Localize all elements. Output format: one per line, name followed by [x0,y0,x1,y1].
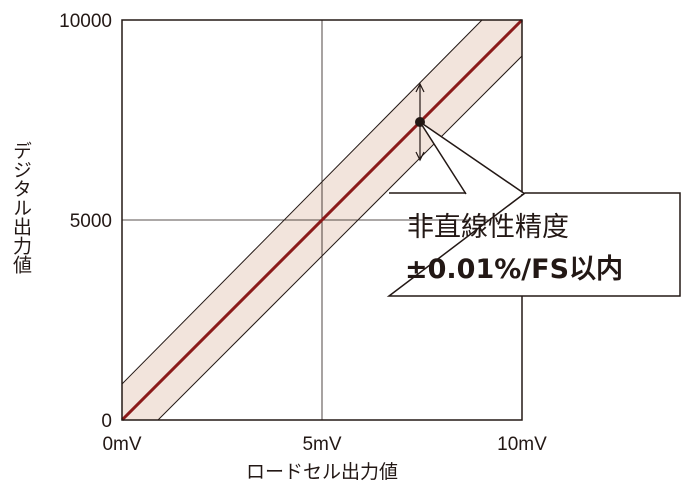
error-bar-top-arrow [415,82,425,93]
x-tick-labels: 0mV 5mV 10mV [102,434,547,455]
y-tick-label: 10000 [59,11,112,32]
y-tick-label: 0 [101,411,112,432]
ideal-line [120,18,524,422]
upper-bound-line [121,19,483,385]
callout-box [386,192,681,297]
callout-pointer [419,121,526,195]
x-tick-label: 0mV [102,434,141,455]
callout-value: ±0.01%/FS以内 [405,254,623,285]
y-axis-title: デジタル出力値 [10,141,32,274]
x-tick-label: 10mV [497,434,547,455]
lower-bound-line [157,55,523,421]
error-bar-bottom-arrow [415,151,425,162]
x-tick-label: 5mV [302,434,341,455]
y-tick-labels: 0 5000 10000 [59,11,112,432]
y-tick-label: 5000 [70,211,112,232]
callout-title: 非直線性精度 [407,212,569,243]
x-axis-title: ロードセル出力値 [246,461,398,483]
callout: 非直線性精度 ±0.01%/FS以内 [386,121,681,297]
